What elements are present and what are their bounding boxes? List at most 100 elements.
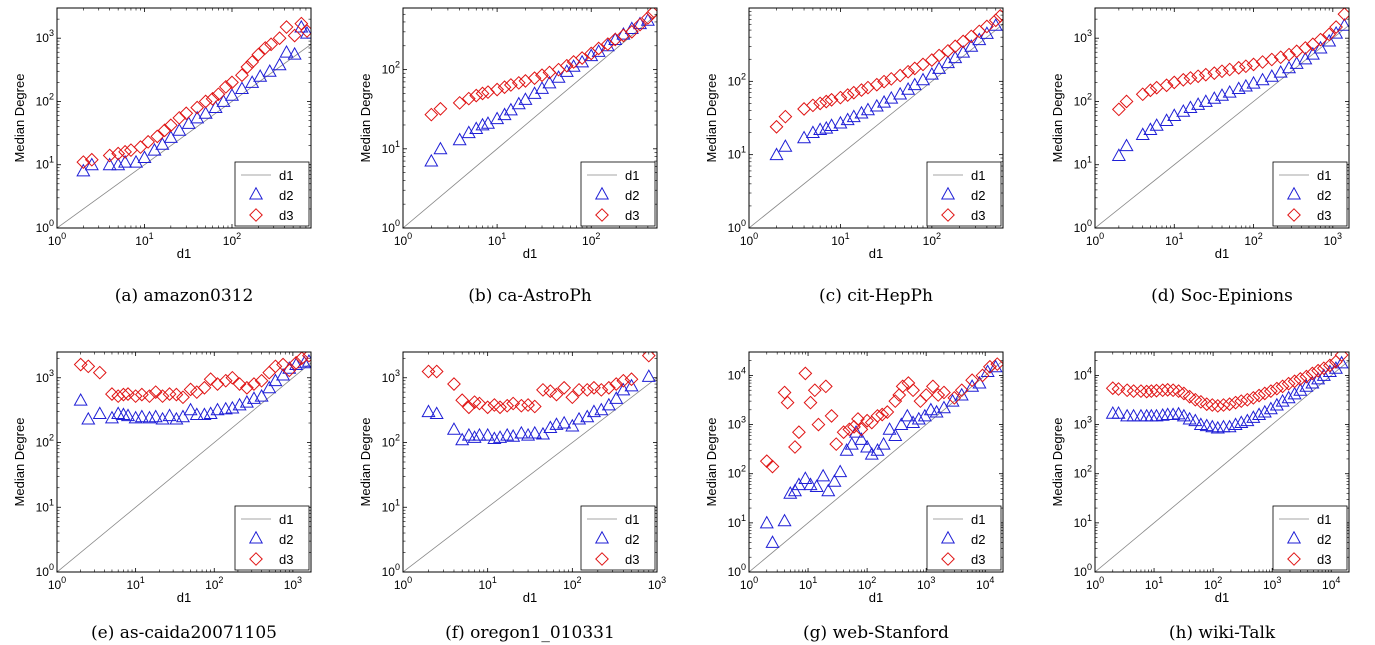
- legend-label-d2: d2: [625, 532, 639, 547]
- data-point-d2: [816, 468, 831, 482]
- data-point-d3: [811, 417, 826, 432]
- data-point-d2: [624, 378, 639, 392]
- data-point-d3: [1205, 398, 1220, 412]
- data-point-d2: [600, 38, 615, 52]
- data-point-d2: [1234, 415, 1249, 429]
- data-point-d2: [162, 408, 177, 422]
- data-point-d3: [601, 380, 616, 395]
- data-point-d2: [225, 400, 240, 414]
- data-point-d2: [1119, 138, 1134, 152]
- data-point-d3: [993, 9, 1003, 23]
- axes-frame: [402, 351, 658, 573]
- data-point-d2: [128, 154, 144, 168]
- data-point-d2: [116, 407, 131, 421]
- data-point-d2: [224, 88, 240, 101]
- data-point-d2: [894, 417, 909, 431]
- data-point-d3: [497, 80, 512, 95]
- data-point-d2: [163, 130, 178, 143]
- data-point-d2: [497, 107, 512, 121]
- data-point-d3: [798, 366, 813, 381]
- data-point-d2: [833, 115, 848, 129]
- data-point-d3: [1275, 379, 1290, 394]
- data-point-d2: [198, 106, 213, 119]
- data-point-d2: [142, 410, 157, 424]
- y-tick-label: 103: [36, 28, 54, 45]
- data-point-d3: [232, 377, 247, 391]
- data-point-d3: [189, 385, 204, 400]
- data-point-d3: [455, 393, 470, 408]
- x-tick-label: 100: [1086, 231, 1104, 248]
- data-point-d3: [1207, 66, 1222, 81]
- data-point-d3: [480, 400, 495, 415]
- data-point-d2: [1135, 127, 1150, 141]
- data-point-d3: [854, 83, 869, 97]
- data-point-d2: [640, 13, 655, 26]
- data-point-d2: [1273, 64, 1288, 78]
- data-point-d3: [1215, 64, 1229, 79]
- data-point-d2: [81, 411, 96, 425]
- panel-caption: (c) cit-HepPh: [819, 286, 933, 306]
- data-point-d2: [299, 25, 311, 39]
- legend: d1 d2 d3: [1272, 505, 1348, 571]
- panel-caption: (d) Soc-Epinions: [1151, 286, 1293, 306]
- data-point-d3: [218, 373, 233, 388]
- data-point-d3: [163, 118, 178, 133]
- data-point-d2: [203, 406, 218, 420]
- data-point-d2: [1281, 60, 1297, 74]
- chart-panel-3: 100 101 102 100 101 102 d1 Median Degree d1 d2 d3 (…: [704, 7, 1004, 306]
- y-tick-label: 100: [728, 562, 746, 579]
- data-point-d3: [965, 373, 980, 388]
- data-point-d2: [827, 474, 842, 487]
- data-point-d2: [254, 388, 269, 402]
- data-point-d3: [197, 380, 212, 395]
- data-point-d2: [234, 81, 250, 95]
- y-tick-label: 101: [1074, 155, 1092, 172]
- data-point-d2: [1228, 417, 1243, 431]
- x-tick-label: 104: [1322, 575, 1340, 592]
- data-point-d2: [954, 387, 969, 401]
- data-point-d3: [1126, 384, 1141, 399]
- data-point-d3: [1269, 381, 1284, 396]
- legend-label-d1: d1: [279, 512, 293, 527]
- y-tick-label: 102: [1074, 91, 1092, 108]
- data-point-d3: [875, 407, 890, 422]
- data-points: [769, 9, 1003, 161]
- x-tick-label: 100: [740, 231, 758, 248]
- data-point-d2: [455, 432, 470, 446]
- data-point-d2: [1149, 118, 1164, 131]
- legend-swatch-d3: [249, 208, 263, 222]
- data-point-d2: [272, 57, 287, 71]
- data-point-d3: [1149, 80, 1164, 95]
- x-tick-label: 101: [831, 231, 849, 248]
- data-points: [73, 352, 311, 425]
- data-point-d3: [247, 377, 261, 391]
- data-point-d3: [1216, 398, 1231, 412]
- data-point-d3: [805, 98, 820, 113]
- legend: d1 d2 d3: [580, 161, 656, 227]
- data-point-d2: [134, 409, 149, 423]
- data-point-d3: [424, 107, 439, 122]
- y-axis-label: Median Degree: [704, 74, 719, 163]
- data-point-d3: [778, 109, 793, 124]
- data-point-d2: [584, 48, 599, 62]
- x-tick-label: 102: [858, 575, 876, 592]
- data-point-d3: [461, 91, 476, 106]
- x-tick-label: 103: [1324, 231, 1342, 248]
- panel-caption: (g) web-Stanford: [803, 623, 949, 643]
- data-point-d2: [869, 98, 884, 112]
- data-point-d3: [641, 352, 656, 363]
- data-point-d3: [148, 385, 163, 400]
- y-tick-label: 100: [382, 562, 400, 579]
- y-tick-label: 102: [36, 91, 54, 108]
- data-point-d2: [276, 367, 291, 381]
- data-point-d3: [913, 394, 928, 409]
- data-point-d2: [1299, 379, 1314, 392]
- data-point-d2: [549, 417, 564, 430]
- data-point-d2: [469, 121, 484, 135]
- data-point-d3: [1111, 102, 1126, 117]
- data-point-d2: [1269, 397, 1284, 411]
- data-point-d3: [452, 95, 467, 110]
- data-point-d3: [780, 395, 795, 410]
- data-point-d3: [1159, 78, 1174, 93]
- data-point-d2: [1155, 408, 1170, 421]
